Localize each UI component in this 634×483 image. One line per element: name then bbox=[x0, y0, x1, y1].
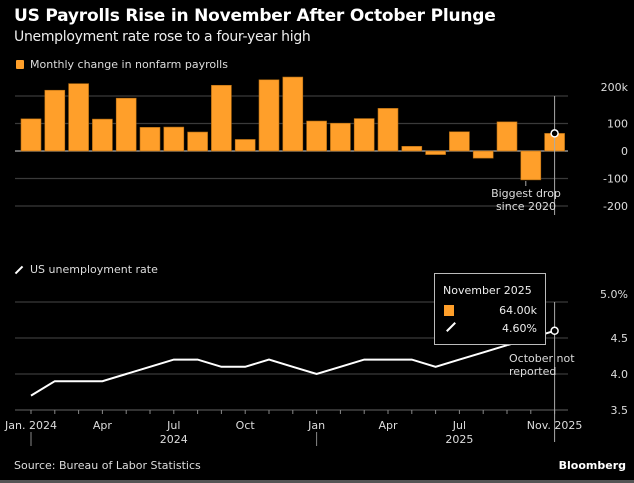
bar bbox=[449, 131, 470, 152]
x-tick-label: Oct bbox=[236, 419, 256, 432]
source-note: Source: Bureau of Labor Statistics bbox=[14, 459, 201, 472]
x-tick-label: Jan bbox=[307, 419, 325, 432]
annotation-line2: reported bbox=[509, 365, 557, 378]
y-tick-label: 4.0 bbox=[611, 368, 629, 381]
tooltip-rate-value: 4.60% bbox=[502, 322, 537, 335]
tooltip: November 2025 64.00k 4.60% bbox=[434, 273, 546, 345]
x-tick-label: Jul bbox=[166, 419, 180, 432]
bar bbox=[187, 131, 208, 152]
y-tick-label: 200k bbox=[601, 81, 629, 94]
bar bbox=[353, 118, 375, 152]
x-tick-label: Apr bbox=[378, 419, 398, 432]
legend-payrolls: Monthly change in nonfarm payrolls bbox=[16, 58, 228, 71]
legend-unemployment: US unemployment rate bbox=[14, 263, 158, 276]
bottom-divider bbox=[0, 480, 634, 483]
chart-title: US Payrolls Rise in November After Octob… bbox=[14, 6, 496, 26]
bar bbox=[472, 150, 494, 159]
x-tick-label: Jul bbox=[452, 419, 466, 432]
bar bbox=[139, 127, 161, 152]
legend-unemployment-label: US unemployment rate bbox=[30, 263, 158, 276]
bar bbox=[496, 121, 518, 152]
bar bbox=[92, 118, 113, 152]
bar bbox=[282, 76, 304, 152]
bar bbox=[163, 126, 185, 152]
tooltip-payrolls-value: 64.00k bbox=[499, 304, 537, 317]
y-tick-label: 5.0% bbox=[600, 288, 628, 301]
bar bbox=[330, 122, 351, 152]
x-tick-label: Jan. 2024 bbox=[4, 419, 57, 432]
bar bbox=[44, 89, 66, 152]
orange-square-icon bbox=[444, 305, 454, 316]
tooltip-title: November 2025 bbox=[443, 284, 532, 297]
y-tick-label: 0 bbox=[621, 145, 628, 158]
y-tick-label: 100 bbox=[607, 118, 628, 131]
bar bbox=[258, 79, 280, 152]
bar bbox=[377, 108, 399, 152]
bar bbox=[401, 146, 423, 152]
hover-marker-line bbox=[550, 326, 559, 336]
y-tick-label: -100 bbox=[603, 173, 628, 186]
bar bbox=[520, 150, 542, 181]
annotation-line1: October not bbox=[509, 352, 575, 365]
x-year-label: 2025 bbox=[445, 433, 473, 446]
bar bbox=[211, 84, 232, 152]
y-tick-label: -200 bbox=[603, 200, 628, 213]
hover-marker-bar bbox=[550, 129, 559, 138]
x-tick-label: Nov. 2025 bbox=[527, 419, 583, 432]
y-tick-label: 3.5 bbox=[611, 404, 629, 417]
bar bbox=[425, 150, 446, 155]
orange-square-icon bbox=[16, 60, 24, 69]
line-icon bbox=[446, 322, 456, 332]
y-tick-label: 4.5 bbox=[611, 332, 629, 345]
annotation-line2: since 2020 bbox=[495, 200, 557, 213]
bar-annotation: Biggest drop since 2020 bbox=[486, 187, 566, 213]
x-tick-label: Apr bbox=[93, 419, 113, 432]
bar bbox=[306, 120, 327, 152]
bar bbox=[115, 97, 137, 152]
line-annotation: October not reported bbox=[509, 352, 575, 378]
bar bbox=[20, 118, 42, 152]
bar bbox=[68, 83, 89, 152]
chart-subtitle: Unemployment rate rose to a four-year hi… bbox=[14, 29, 311, 45]
bar bbox=[234, 139, 256, 152]
x-year-label: 2024 bbox=[160, 433, 188, 446]
bloomberg-logo: Bloomberg bbox=[558, 459, 626, 472]
annotation-line1: Biggest drop bbox=[491, 187, 561, 200]
legend-payrolls-label: Monthly change in nonfarm payrolls bbox=[30, 58, 228, 71]
